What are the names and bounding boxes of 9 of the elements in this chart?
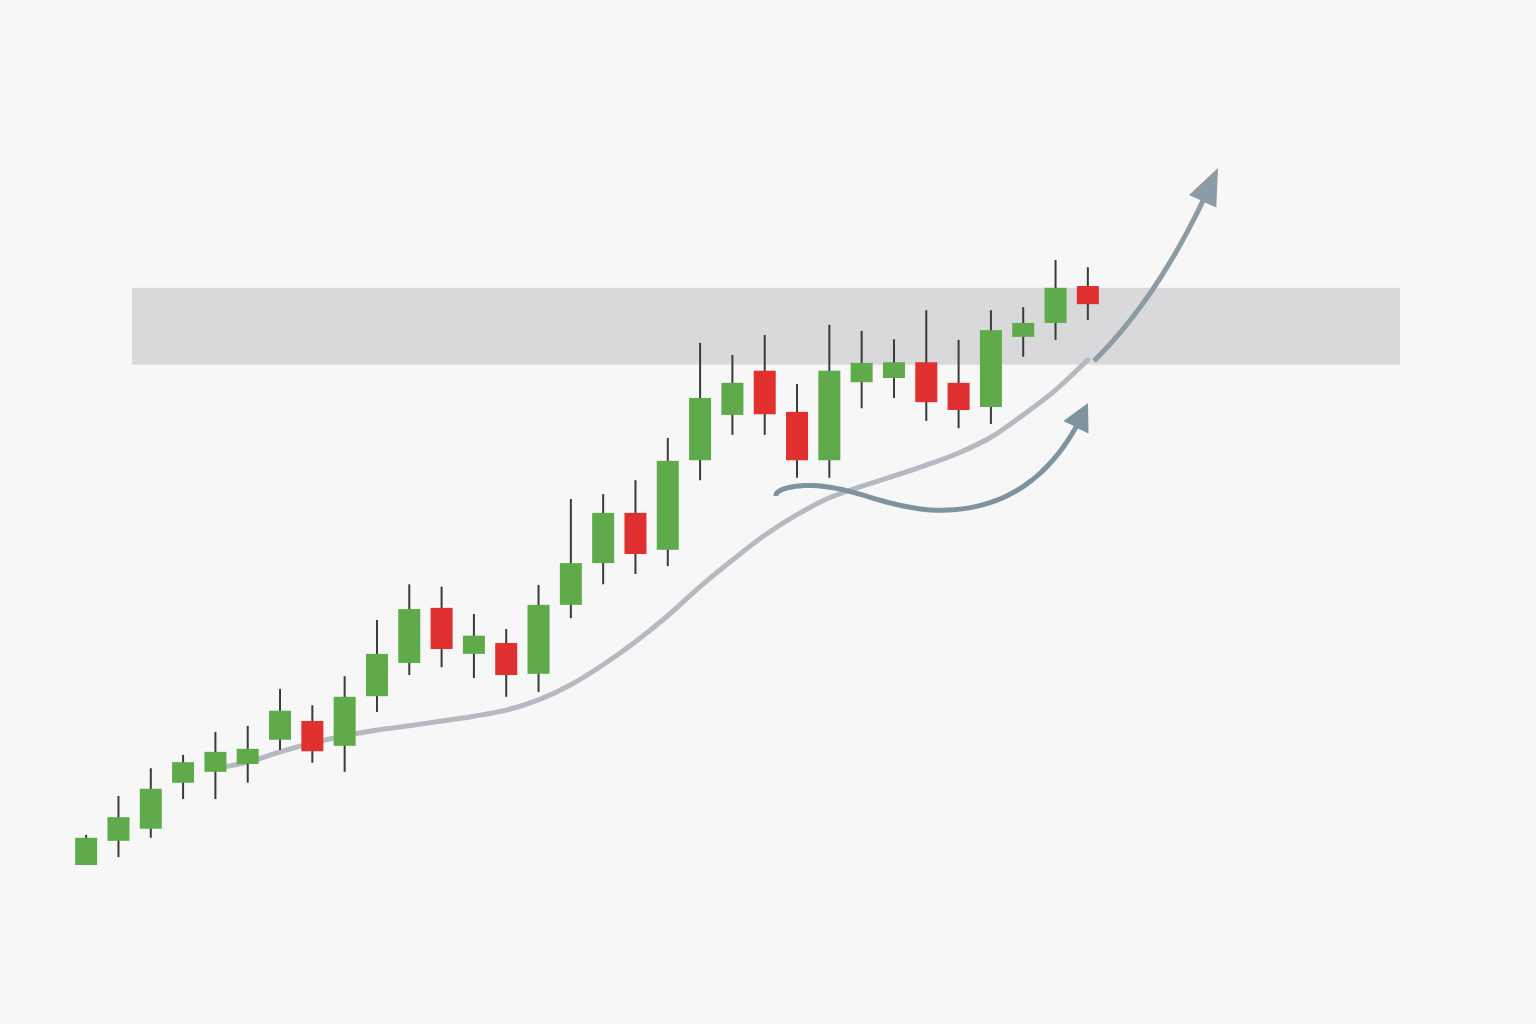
candlestick <box>462 612 485 680</box>
candlestick <box>204 730 227 801</box>
candlestick <box>107 795 130 859</box>
candlestick <box>882 338 905 399</box>
candlestick <box>850 329 873 410</box>
candlestick <box>172 753 195 801</box>
candlestick <box>1012 306 1035 358</box>
candlestick <box>236 724 259 784</box>
candlestick <box>1076 266 1099 321</box>
